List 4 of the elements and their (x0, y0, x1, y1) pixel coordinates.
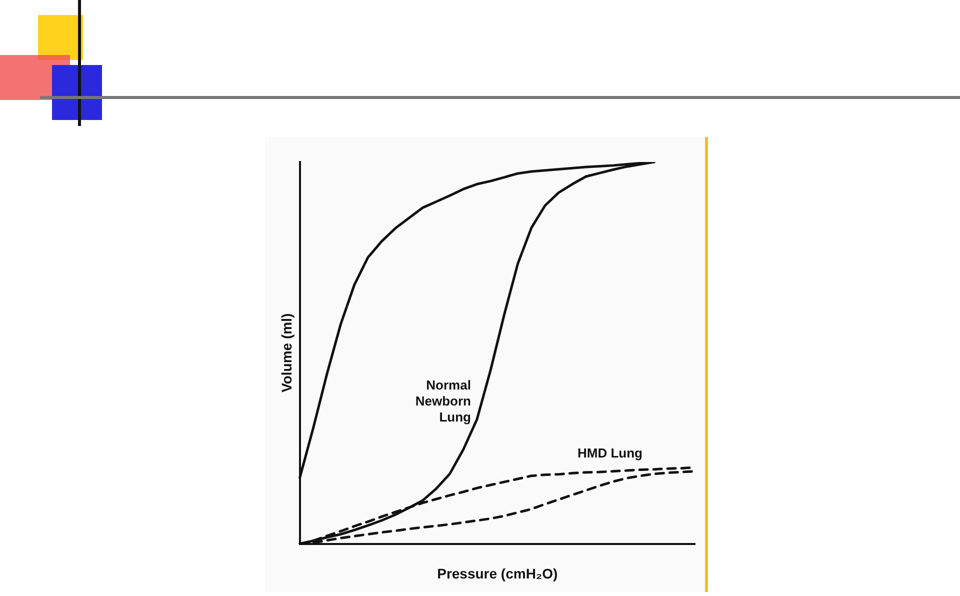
y-axis-title: Volume (ml) (278, 313, 294, 392)
series-label: HMD Lung (578, 445, 643, 460)
series-label: Normal Newborn Lung (415, 377, 472, 424)
x-axis-title: Pressure (cmH₂O) (437, 565, 558, 582)
